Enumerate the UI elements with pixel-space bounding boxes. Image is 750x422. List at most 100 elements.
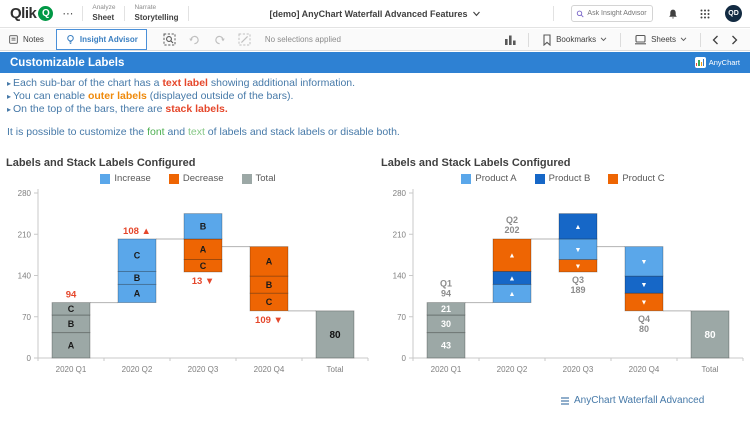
legend-item[interactable]: Product A (461, 173, 517, 184)
segment-label: 21 (441, 304, 451, 314)
step-back-button[interactable] (182, 34, 207, 46)
bar-segment[interactable] (426, 332, 466, 359)
nav-narrate-storytelling[interactable]: Narrate Storytelling (134, 4, 178, 22)
chart-legend: Increase Decrease Total (2, 172, 374, 185)
bell-icon (669, 9, 677, 18)
app-objects-button[interactable] (498, 34, 523, 46)
bar-segment[interactable] (426, 302, 466, 316)
qlik-logo[interactable]: Qlik Q (10, 5, 54, 22)
text-run: On the top of the bars, there are (13, 103, 166, 115)
nav-analyze-sheet[interactable]: Analyze Sheet (92, 4, 115, 22)
segment-label: B (68, 319, 75, 329)
segment-label: ▲ (509, 291, 516, 298)
insight-advisor-search[interactable] (571, 5, 653, 22)
segment-label: 43 (441, 341, 451, 351)
bullet-marker: ▸ (7, 79, 12, 88)
search-icon (576, 10, 584, 17)
outer-label: 80 (639, 324, 649, 334)
segment-label: B (134, 273, 141, 283)
bookmark-icon (543, 33, 551, 46)
x-axis-category-label: 2020 Q3 (563, 365, 594, 374)
outer-label: 94 (441, 289, 451, 299)
qlik-logo-q-icon: Q (38, 6, 54, 21)
chevron-left-icon (712, 35, 718, 44)
anychart-waterfall-link[interactable]: AnyChart Waterfall Advanced (560, 395, 704, 406)
legend-swatch (608, 173, 619, 184)
more-menu-button[interactable]: ⋯ (62, 8, 74, 20)
bookmarks-label: Bookmarks (556, 35, 597, 44)
topbar-right-group: QD (544, 5, 742, 22)
x-axis-category-label: Total (327, 365, 344, 374)
x-axis-category-label: 2020 Q4 (254, 365, 285, 374)
total-label: 80 (329, 330, 341, 341)
segment-label: ▼ (575, 247, 582, 254)
notifications-button[interactable] (661, 8, 685, 20)
smart-search-button[interactable] (157, 33, 182, 46)
waterfall-plot-area[interactable]: 0 70 140 210 280 2020 Q1 2020 Q2 2020 Q3 2020 Q4… (377, 185, 749, 387)
segment-label: A (68, 341, 75, 351)
legend-label: Product C (622, 173, 665, 184)
clear-selections-icon (238, 33, 251, 46)
text-run: It is possible to customize the (7, 126, 148, 138)
top-navbar: Qlik Q ⋯ Analyze Sheet Narrate Storytell… (0, 0, 750, 28)
divider (82, 6, 84, 21)
bar-segment[interactable] (558, 213, 598, 240)
bar-segment[interactable] (624, 246, 664, 277)
waffle-grid-icon (700, 9, 710, 18)
y-axis-tick-label: 0 (402, 354, 407, 363)
nav-analyze-label: Analyze (92, 4, 116, 12)
legend-item[interactable]: Product C (608, 173, 665, 184)
waterfall-plot-area[interactable]: 0 70 140 210 280 2020 Q1 2020 Q2 2020 Q3 2020 Q4… (2, 185, 374, 387)
legend-item[interactable]: Increase (100, 173, 151, 184)
bar-segment[interactable] (183, 213, 223, 240)
anychart-badge[interactable]: AnyChart (694, 57, 740, 68)
outer-label: Q2 (506, 215, 518, 225)
sheet-toolbar: Notes Insight Advisor (0, 29, 750, 51)
text-run: outer labels (87, 90, 147, 102)
y-axis-tick-label: 210 (18, 230, 32, 239)
sheet-title: Customizable Labels (10, 56, 125, 69)
app-title-dropdown[interactable]: [demo] AnyChart Waterfall Advanced Featu… (269, 9, 480, 19)
previous-sheet-button[interactable] (706, 35, 725, 45)
user-avatar[interactable]: QD (725, 5, 742, 22)
bookmarks-button[interactable]: Bookmarks (534, 33, 615, 46)
intro-text-block: ▸ Each sub-bar of the chart has a text la… (7, 77, 743, 139)
sheets-button[interactable]: Sheets (626, 34, 695, 45)
x-axis-category-label: 2020 Q1 (56, 365, 87, 374)
legend-item[interactable]: Product B (534, 173, 590, 184)
waterfall-chart-left: Labels and Stack Labels Configured Incre… (2, 157, 374, 387)
app-title: [demo] AnyChart Waterfall Advanced Featu… (269, 8, 468, 19)
legend-swatch (100, 173, 111, 184)
divider (528, 32, 530, 47)
text-run: stack labels. (165, 103, 228, 115)
next-sheet-button[interactable] (725, 35, 744, 45)
x-axis-category-label: Total (702, 365, 719, 374)
stack-label: 109 ▼ (255, 315, 283, 326)
clear-selections-button[interactable] (232, 33, 257, 46)
notes-button[interactable]: Notes (0, 29, 52, 50)
toolbar-right-group: Bookmarks Sheets (498, 32, 750, 47)
app-launcher-button[interactable] (693, 8, 717, 20)
segment-label: C (200, 261, 207, 271)
bar-segment[interactable] (51, 302, 91, 316)
total-label: 80 (704, 330, 716, 341)
legend-swatch (534, 173, 545, 184)
segment-label: ▲ (509, 275, 516, 282)
bar-segment[interactable] (315, 310, 355, 359)
legend-item[interactable]: Total (241, 173, 276, 184)
segment-label: ▼ (641, 300, 648, 307)
legend-swatch (168, 173, 179, 184)
bar-segment[interactable] (51, 332, 91, 359)
insight-advisor-button[interactable]: Insight Advisor (55, 29, 147, 50)
anychart-waterfall-link-label: AnyChart Waterfall Advanced (574, 395, 705, 406)
legend-item[interactable]: Decrease (168, 173, 224, 184)
step-forward-button[interactable] (207, 34, 232, 46)
bar-segment[interactable] (492, 238, 532, 272)
text-run: Each sub-bar of the chart has a (13, 77, 163, 89)
bar-segment[interactable] (690, 310, 730, 359)
search-input[interactable] (587, 10, 648, 17)
bar-segment[interactable] (249, 246, 289, 277)
divider (700, 32, 701, 47)
waterfall-chart-right: Labels and Stack Labels Configured Produ… (377, 157, 749, 387)
bar-segment[interactable] (117, 238, 157, 272)
